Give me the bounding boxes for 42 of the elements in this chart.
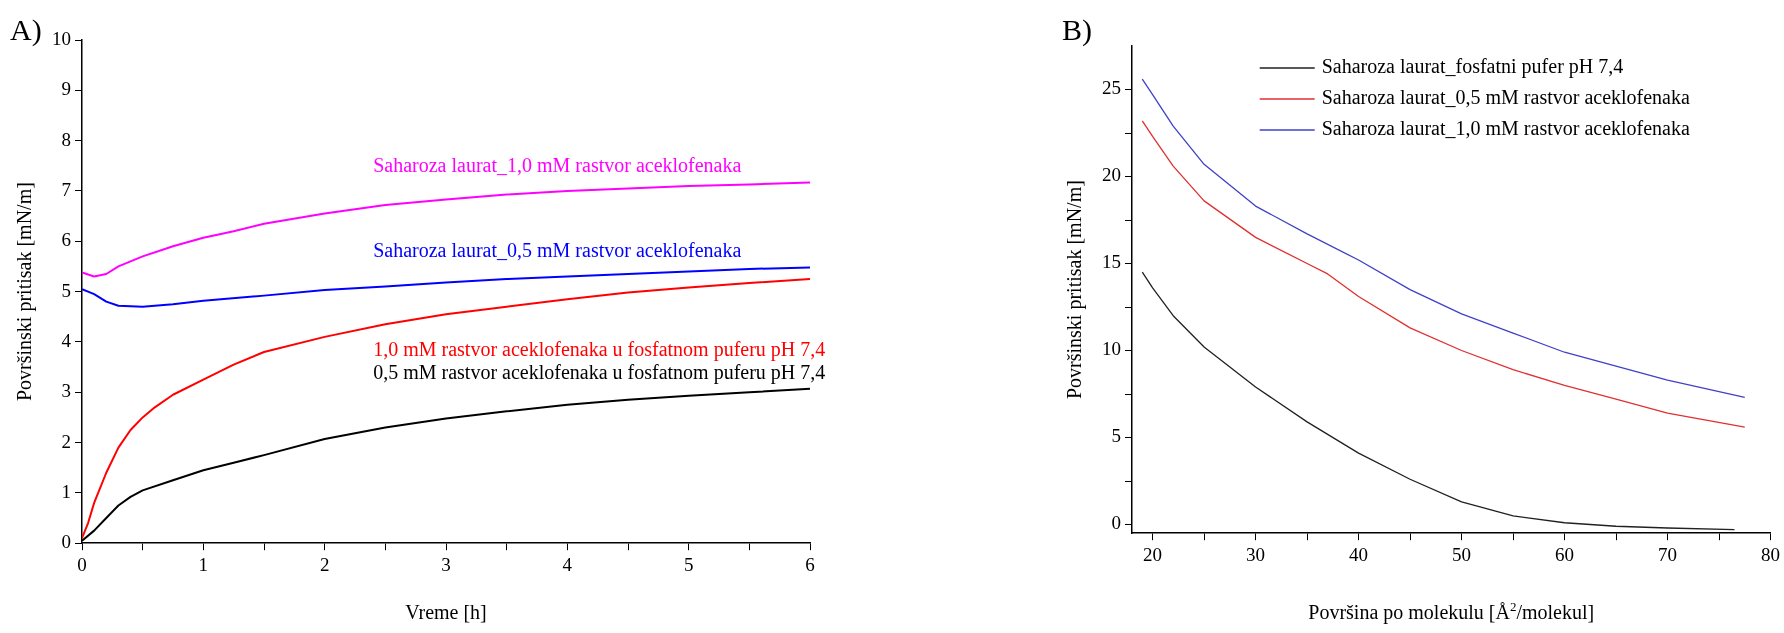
y-tick-label: 1 xyxy=(61,480,71,502)
chart-title: A) xyxy=(10,13,42,47)
y-tick-label: 10 xyxy=(1102,338,1121,360)
y-tick-label: 20 xyxy=(1102,164,1121,186)
y-tick-label: 25 xyxy=(1102,77,1121,99)
y-axis-title: Površinski pritisak [mN/m] xyxy=(1063,180,1087,400)
y-tick-label: 10 xyxy=(52,27,71,49)
series-label: Saharoza laurat_0,5 mM rastvor aceklofenaka xyxy=(373,239,742,262)
y-tick-label: 4 xyxy=(61,329,72,351)
x-tick-label: 70 xyxy=(1658,543,1678,565)
x-axis-title: Vreme [h] xyxy=(405,601,487,623)
x-tick-label: 5 xyxy=(683,553,694,575)
x-tick-label: 30 xyxy=(1246,543,1266,565)
x-tick-label: 1 xyxy=(198,553,209,575)
x-tick-label: 20 xyxy=(1143,543,1163,565)
y-tick-label: 6 xyxy=(61,229,71,251)
x-tick-label: 80 xyxy=(1761,543,1780,565)
series-label: 1,0 mM rastvor aceklofenaka u fosfatnom puferu pH 7,4 xyxy=(373,338,826,362)
x-tick-label: 4 xyxy=(562,553,573,575)
y-tick-label: 5 xyxy=(61,279,71,301)
y-tick-label: 15 xyxy=(1102,251,1121,273)
y-tick-label: 3 xyxy=(61,380,71,402)
legend-label: Saharoza laurat_0,5 mM rastvor aceklofenaka xyxy=(1321,86,1690,109)
y-axis-title: Površinski pritisak [mN/m] xyxy=(13,182,37,402)
y-tick-label: 8 xyxy=(61,128,71,150)
chart-title: B) xyxy=(1062,13,1092,47)
x-tick-label: 2 xyxy=(319,553,330,575)
y-tick-label: 7 xyxy=(61,178,71,200)
x-tick-label: 6 xyxy=(805,553,815,575)
series-label: Saharoza laurat_1,0 mM rastvor aceklofenaka xyxy=(373,154,742,177)
legend-label: Saharoza laurat_fosfatni pufer pH 7,4 xyxy=(1321,55,1624,79)
x-tick-label: 3 xyxy=(441,553,451,575)
x-tick-label: 60 xyxy=(1555,543,1575,565)
y-tick-label: 9 xyxy=(61,78,71,100)
y-tick-label: 2 xyxy=(61,430,71,452)
y-tick-label: 0 xyxy=(1111,512,1121,534)
legend-label: Saharoza laurat_1,0 mM rastvor aceklofenaka xyxy=(1321,117,1690,140)
x-tick-label: 40 xyxy=(1349,543,1369,565)
x-tick-label: 0 xyxy=(77,553,87,575)
x-tick-label: 50 xyxy=(1452,543,1472,565)
series-label: 0,5 mM rastvor aceklofenaka u fosfatnom puferu pH 7,4 xyxy=(373,360,826,384)
y-tick-label: 5 xyxy=(1111,425,1121,447)
